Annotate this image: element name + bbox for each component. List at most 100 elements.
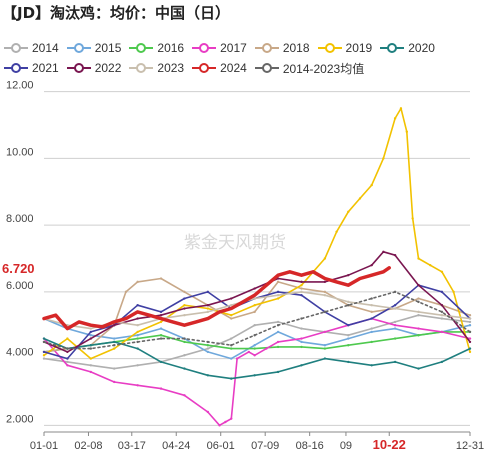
data-point-2020 [183, 367, 186, 370]
data-point-avg [300, 317, 303, 320]
data-point-2019 [89, 357, 93, 360]
data-point-2015 [89, 334, 93, 337]
data-point-2018 [370, 310, 373, 314]
data-point-2015 [347, 337, 350, 340]
legend-swatch-icon [192, 63, 217, 73]
legend-item-2024[interactable]: 2024 [192, 61, 247, 75]
legend-swatch-icon [129, 63, 154, 73]
watermark-text: 紫金天风期货 [184, 233, 286, 253]
legend-label: 2014-2023均值 [282, 61, 365, 76]
data-point-2019 [136, 330, 139, 334]
data-point-2021 [183, 297, 186, 300]
legend-swatch-icon [129, 43, 154, 53]
data-point-2016 [206, 344, 210, 347]
data-point-2020 [347, 360, 350, 364]
data-point-2022 [183, 307, 186, 310]
data-point-2017 [300, 337, 303, 340]
data-point-2017 [224, 420, 227, 424]
y-tick-label: 6.000 [6, 280, 34, 292]
data-point-2022 [382, 250, 385, 254]
data-point-2019 [42, 354, 46, 357]
legend-swatch-icon [4, 43, 28, 53]
legend-item-2022[interactable]: 2022 [66, 61, 121, 75]
data-point-2019 [206, 307, 210, 310]
data-point-2022 [253, 287, 256, 290]
legend-item-2017[interactable]: 2017 [192, 41, 247, 55]
legend-item-avg[interactable]: 2014-2023均值 [254, 60, 365, 77]
data-point-2023 [276, 294, 280, 297]
data-point-2023 [206, 310, 210, 314]
data-point-2019 [253, 304, 256, 307]
data-point-2017 [323, 330, 327, 334]
data-point-avg [42, 340, 46, 344]
data-point-2014 [66, 360, 69, 364]
data-point-2016 [347, 344, 350, 347]
legend-item-2019[interactable]: 2019 [317, 41, 373, 55]
data-point-2019 [417, 257, 420, 260]
data-point-avg [393, 290, 397, 294]
data-point-2020 [42, 337, 46, 340]
legend-item-2021[interactable]: 2021 [4, 61, 59, 75]
data-point-2018 [230, 317, 233, 320]
data-point-avg [66, 347, 69, 350]
data-point-2022 [136, 317, 139, 320]
data-point-2020 [159, 360, 163, 364]
data-point-2017 [113, 380, 116, 384]
legend-label: 2016 [157, 41, 185, 55]
data-point-2015 [159, 327, 163, 330]
legend-item-2014[interactable]: 2014 [4, 41, 59, 55]
data-point-2019 [452, 290, 455, 294]
data-point-2023 [370, 304, 373, 307]
data-point-2019 [276, 297, 280, 300]
data-point-2020 [417, 367, 420, 370]
data-point-2023 [230, 304, 233, 307]
legend-item-2023[interactable]: 2023 [129, 61, 184, 75]
data-point-2016 [230, 347, 233, 350]
data-point-2014 [347, 334, 350, 337]
data-point-2020 [206, 374, 210, 377]
data-point-2015 [230, 357, 233, 360]
data-point-2019 [429, 263, 432, 267]
data-point-2019 [230, 314, 233, 317]
x-tick-label-highlight: 10-22 [373, 437, 406, 452]
data-point-2014 [393, 320, 397, 324]
last-value-label: 6.720 [2, 261, 35, 276]
legend-item-2020[interactable]: 2020 [380, 41, 435, 55]
legend-label: 2015 [94, 41, 122, 55]
data-point-2020 [468, 347, 472, 350]
data-point-2015 [300, 340, 303, 344]
legend-swatch-icon [380, 43, 405, 53]
data-point-2017 [265, 347, 268, 350]
data-point-2017 [468, 337, 472, 340]
data-point-2019 [399, 107, 403, 110]
legend-label: 2021 [32, 61, 59, 75]
data-point-2020 [370, 364, 373, 367]
data-point-2017 [235, 357, 239, 360]
legend-item-2015[interactable]: 2015 [66, 41, 122, 55]
x-tick-label: 08-16 [296, 440, 324, 452]
data-point-2017 [159, 387, 163, 390]
data-point-2022 [113, 324, 116, 327]
data-point-2021 [276, 290, 280, 294]
data-point-2020 [89, 344, 93, 347]
data-point-2014 [230, 337, 233, 340]
data-point-2020 [113, 340, 116, 344]
data-point-2023 [323, 294, 327, 297]
data-point-2023 [440, 314, 444, 317]
data-point-2022 [230, 297, 233, 300]
legend-label: 2019 [345, 41, 373, 55]
data-point-2020 [300, 364, 303, 367]
data-point-2022 [159, 314, 163, 317]
legend-swatch-icon [66, 43, 91, 53]
legend-item-2018[interactable]: 2018 [254, 41, 310, 55]
data-point-2014 [89, 364, 93, 367]
data-point-avg [276, 324, 280, 327]
data-point-2015 [468, 324, 472, 327]
legend-item-2016[interactable]: 2016 [129, 41, 184, 55]
data-point-2021 [370, 317, 373, 320]
data-point-2015 [370, 330, 373, 334]
data-point-2020 [136, 347, 139, 350]
data-point-2014 [417, 314, 420, 317]
data-point-2017 [218, 424, 221, 427]
